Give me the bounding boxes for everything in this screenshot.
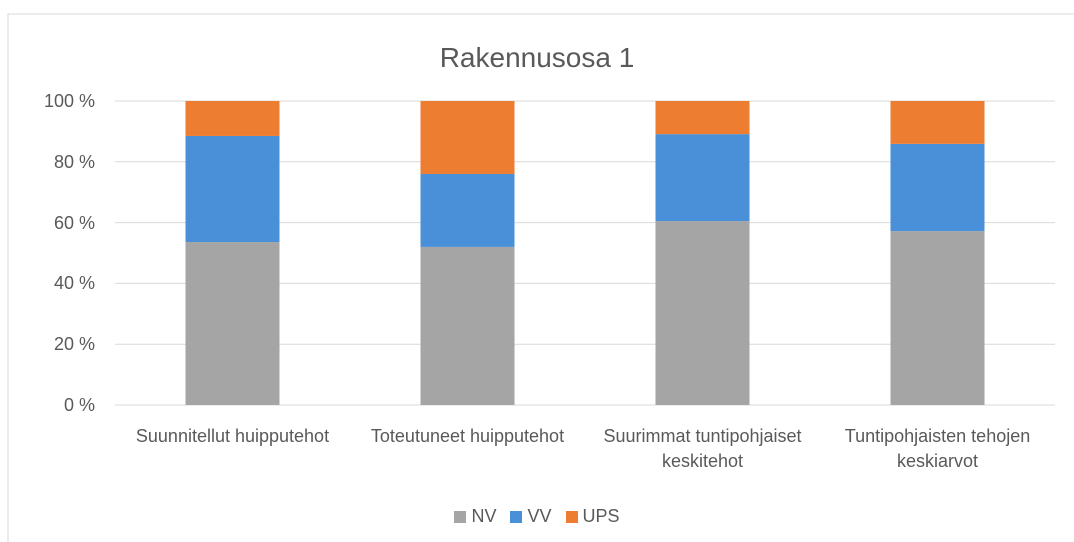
bar-segment	[655, 221, 750, 405]
y-tick-label: 100 %	[43, 91, 95, 111]
legend-label: UPS	[582, 506, 620, 526]
x-tick-label: Suunnitellut huipputehot	[135, 426, 330, 446]
legend-swatch	[510, 510, 523, 523]
y-tick-label: 20 %	[53, 334, 95, 355]
bar-segment	[185, 101, 280, 136]
legend: NV VV UPS	[0, 506, 1074, 527]
legend-item: UPS	[565, 506, 620, 527]
bar-segment	[185, 242, 280, 405]
bar-segment	[655, 134, 750, 222]
x-tick-label: Tuntipohjaisten tehojen keskiarvot	[844, 426, 1031, 471]
bar-segment	[420, 101, 515, 174]
legend-item: NV	[454, 506, 496, 527]
bar-segment	[420, 173, 515, 247]
legend-label: VV	[527, 506, 552, 526]
legend-swatch	[565, 510, 578, 523]
chart-title: Rakennusosa 1	[439, 42, 635, 73]
y-tick-label: 80 %	[53, 151, 95, 172]
legend-item: VV	[510, 506, 552, 527]
y-tick-label: 40 %	[53, 273, 95, 294]
x-tick-label: Suurimmat tuntipohjaiset keskitehot	[603, 426, 802, 471]
x-tick-label: Toteutuneet huipputehot	[370, 426, 565, 446]
legend-swatch	[454, 510, 467, 523]
bar-segment	[185, 135, 280, 243]
bar-segment	[420, 246, 515, 405]
legend-label: NV	[471, 506, 497, 526]
y-tick-label: 60 %	[53, 212, 95, 233]
bar-segment	[890, 101, 985, 144]
chart-border	[7, 13, 1074, 542]
bar-segment	[655, 101, 750, 135]
bar-segment	[890, 143, 985, 232]
y-tick-label: 0 %	[63, 395, 95, 415]
bar-segment	[890, 231, 985, 405]
